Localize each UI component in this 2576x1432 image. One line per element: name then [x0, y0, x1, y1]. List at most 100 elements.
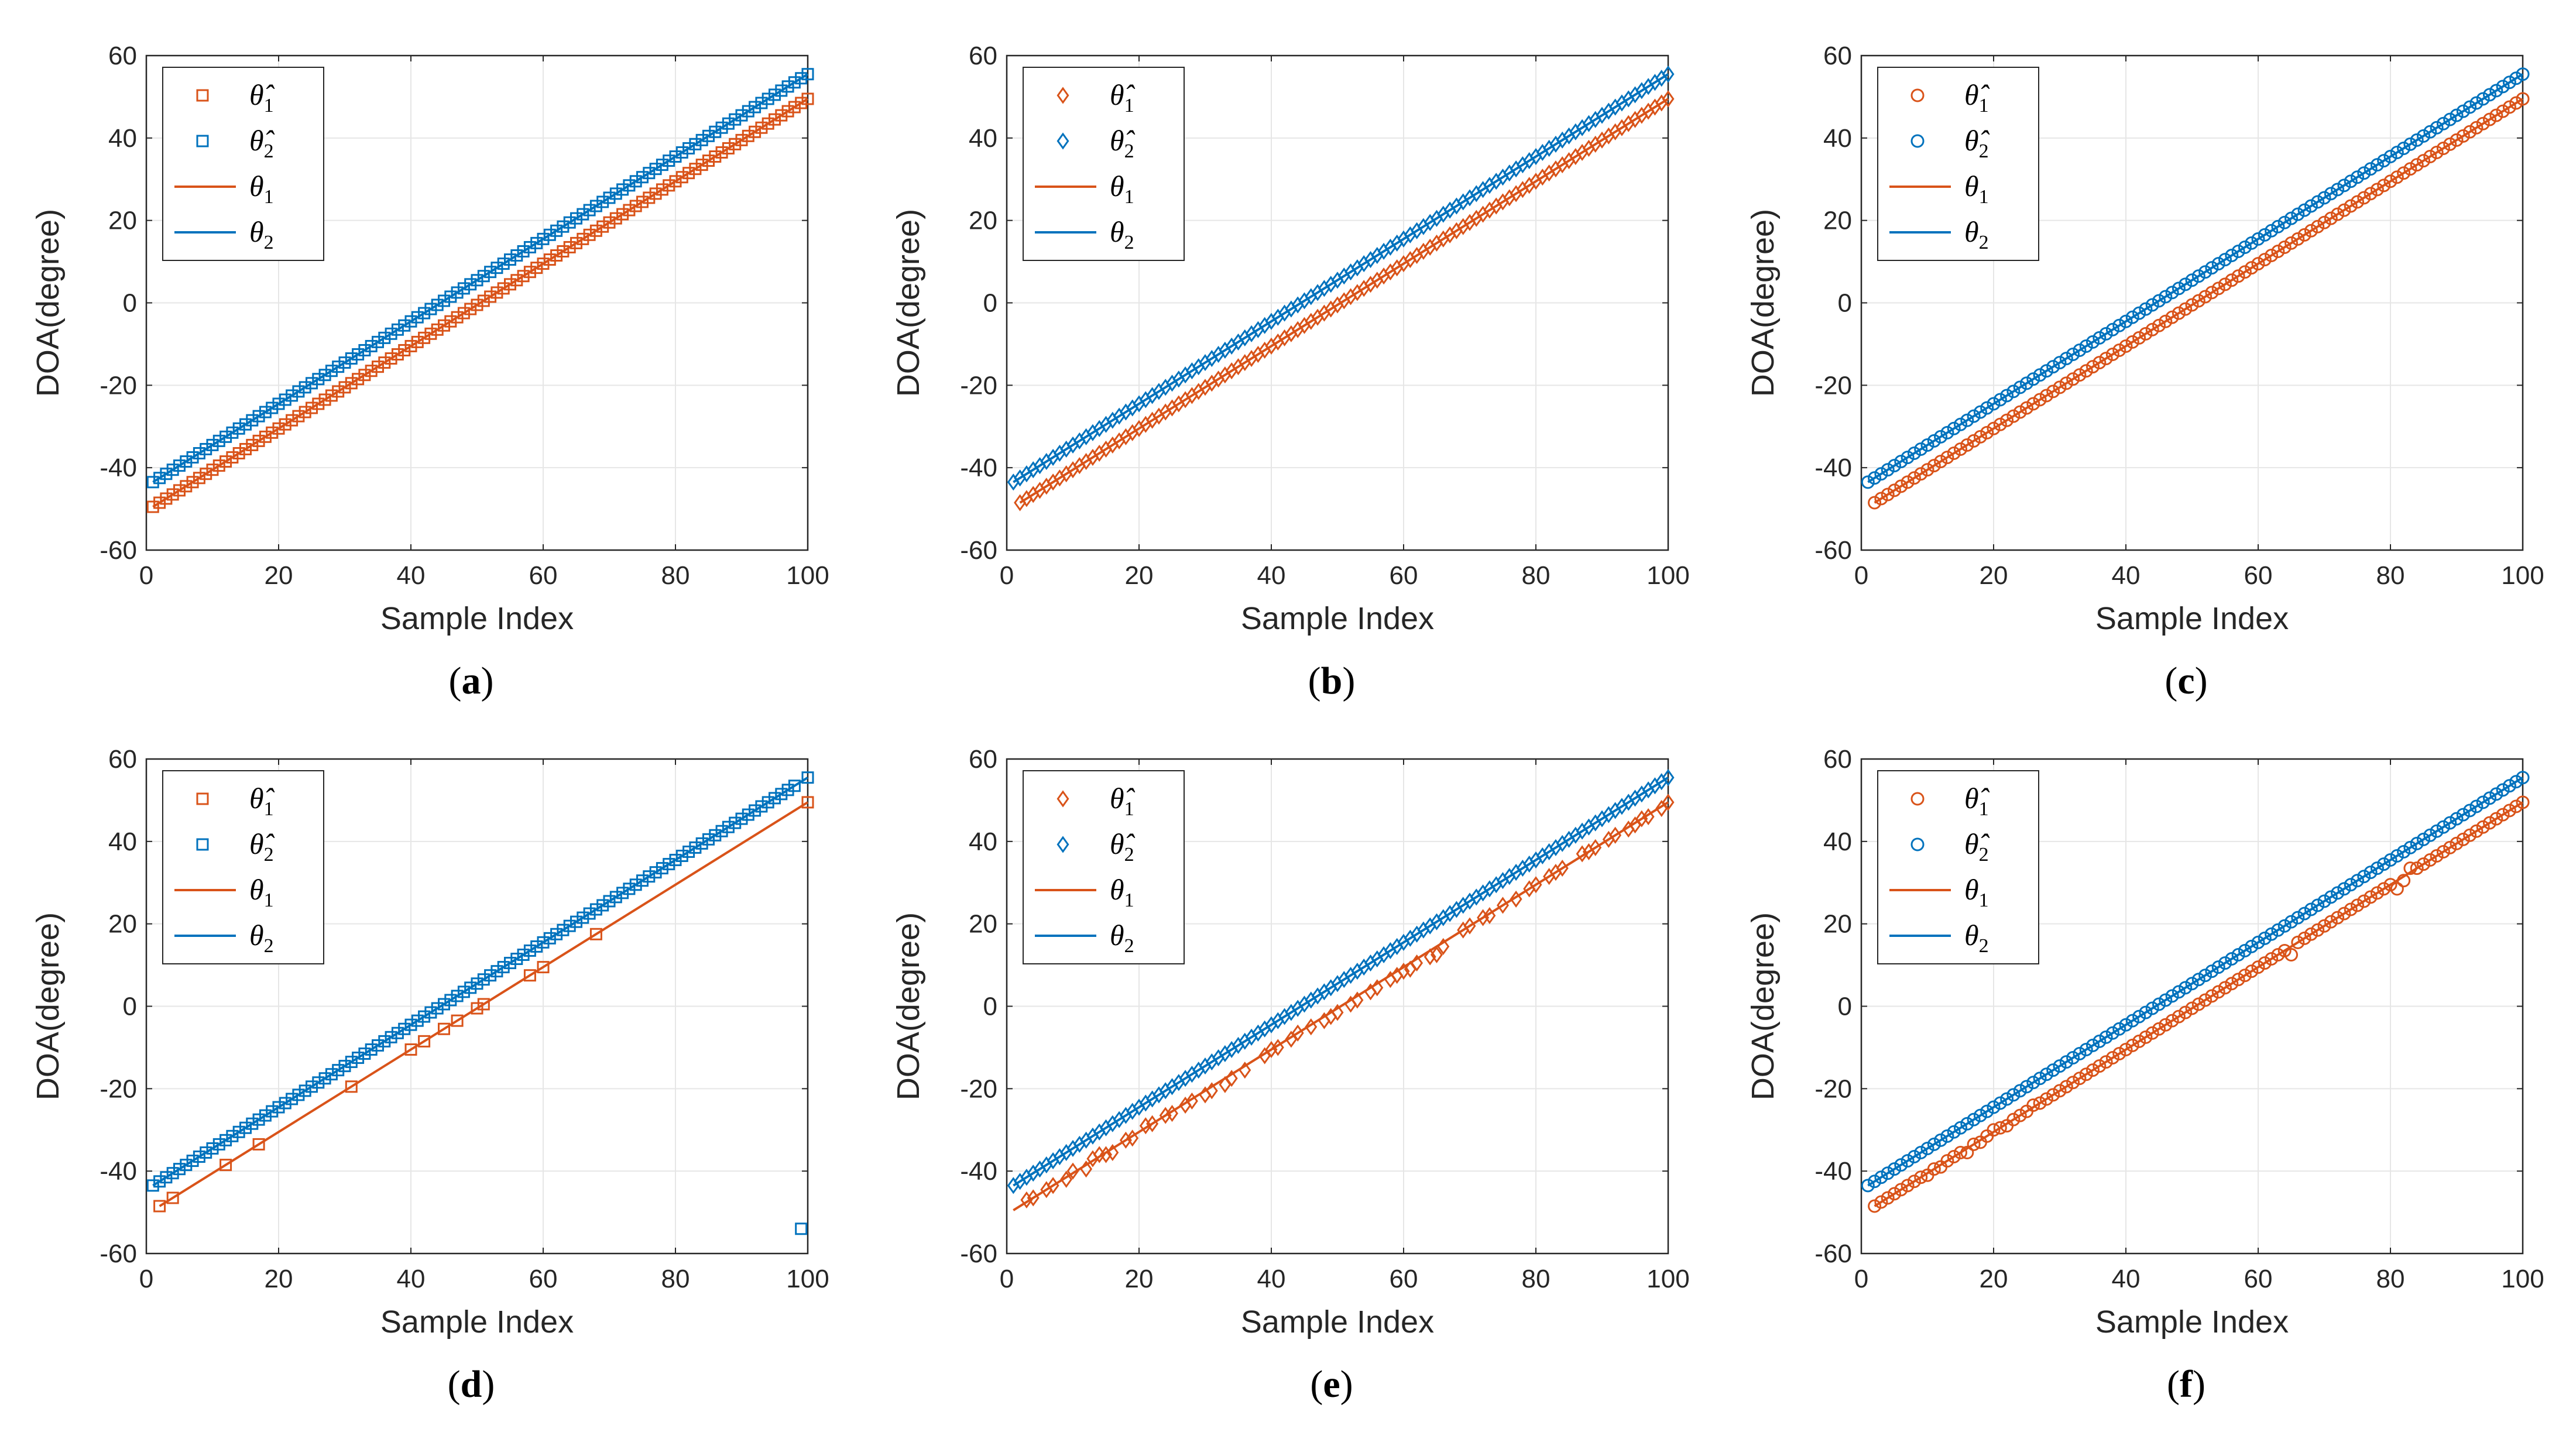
data-point-theta2	[239, 418, 252, 431]
data-point-theta2	[146, 476, 159, 489]
data-point-theta2	[2436, 820, 2450, 834]
data-point-theta2	[1960, 413, 1974, 427]
data-point-theta1	[2311, 923, 2325, 937]
data-point-theta1	[404, 339, 417, 352]
data-point-theta1	[484, 290, 497, 303]
data-point-theta1	[2297, 228, 2311, 242]
data-point-theta2	[2073, 343, 2087, 357]
data-point-theta2	[2469, 799, 2484, 813]
data-point-theta1	[795, 97, 808, 109]
data-point-theta1	[702, 154, 715, 167]
data-point-theta1	[259, 430, 272, 443]
data-point-theta2	[589, 200, 602, 212]
data-point-theta1	[1874, 1195, 1888, 1209]
data-point-theta1	[2218, 277, 2232, 291]
data-point-theta1	[2039, 1092, 2053, 1106]
data-point-theta2	[2476, 92, 2490, 106]
legend-marker-theta1	[1057, 790, 1069, 808]
legend-label-line-theta1: θ1	[1964, 170, 1989, 208]
data-point-theta2	[643, 870, 656, 883]
data-point-theta2	[2191, 973, 2205, 987]
data-point-theta2	[2145, 1001, 2159, 1015]
data-point-theta1	[2112, 1046, 2126, 1060]
data-point-theta2	[2502, 779, 2516, 793]
data-point-theta2	[2139, 1005, 2153, 1019]
data-point-theta2	[358, 1047, 371, 1060]
data-point-theta2	[669, 854, 682, 867]
data-point-theta1	[1954, 1145, 1967, 1159]
data-point-theta2	[226, 426, 239, 439]
data-point-theta1	[438, 319, 450, 332]
data-point-theta1	[656, 183, 668, 196]
data-point-theta1	[504, 278, 516, 291]
data-point-theta2	[1987, 397, 2001, 411]
data-point-theta1	[2066, 372, 2080, 386]
data-point-theta2	[715, 825, 728, 837]
data-point-theta1	[2297, 931, 2311, 945]
data-point-theta1	[2112, 343, 2126, 357]
panel-caption: (a)	[449, 660, 494, 702]
data-point-theta2	[2205, 261, 2219, 275]
legend-label-line-theta2: θ2	[1110, 919, 1134, 957]
data-point-theta1	[2390, 170, 2404, 184]
data-point-theta2	[332, 360, 345, 373]
data-point-theta2	[682, 845, 695, 858]
data-point-theta2	[781, 80, 794, 93]
data-point-theta2	[2026, 372, 2040, 386]
data-point-theta1	[1066, 1162, 1079, 1180]
data-point-theta2	[2172, 985, 2186, 999]
legend-label-marker-theta1: θ̂1	[1964, 782, 1990, 820]
data-point-theta2	[2509, 71, 2523, 85]
data-point-theta2	[2450, 812, 2464, 826]
y-tick-label: 60	[1823, 745, 1852, 774]
data-point-theta2	[272, 397, 285, 410]
data-point-theta1	[2291, 935, 2305, 949]
data-point-theta2	[378, 1035, 391, 1048]
x-tick-label: 20	[1125, 1265, 1154, 1293]
data-point-theta2	[2231, 947, 2245, 961]
data-point-theta2	[537, 232, 550, 245]
data-point-theta2	[1920, 438, 1934, 452]
data-point-theta2	[801, 68, 814, 81]
data-point-theta2	[769, 792, 781, 805]
data-point-theta2	[212, 1138, 225, 1151]
data-point-theta2	[530, 236, 543, 249]
legend-box	[1877, 770, 2039, 964]
axes-box	[1860, 54, 2524, 551]
data-point-theta1	[1060, 1170, 1073, 1188]
data-point-theta1	[193, 472, 205, 485]
data-point-theta2	[292, 1088, 305, 1101]
data-point-theta1	[358, 369, 371, 382]
legend-box	[1877, 67, 2039, 261]
data-point-theta1	[762, 117, 774, 130]
data-point-theta1	[2430, 145, 2444, 159]
data-point-theta2	[484, 266, 497, 279]
data-point-theta1	[2245, 261, 2259, 275]
x-tick-label: 60	[529, 1265, 558, 1293]
data-point-theta2	[1947, 421, 1961, 435]
data-point-theta2	[312, 1076, 325, 1089]
legend-label-line-theta1: θ1	[1110, 873, 1134, 911]
data-point-theta2	[471, 977, 483, 990]
data-point-theta2	[246, 414, 259, 427]
data-point-theta2	[2377, 154, 2391, 168]
data-point-theta2	[431, 1002, 444, 1015]
data-point-theta2	[762, 796, 774, 809]
series-estimate-theta2	[146, 68, 814, 489]
data-point-theta1	[272, 422, 285, 435]
legend-label-marker-theta1: θ̂1	[249, 78, 275, 116]
data-point-theta1	[2245, 964, 2259, 978]
data-point-theta2	[2410, 836, 2424, 850]
data-point-theta2	[762, 92, 774, 105]
data-point-theta2	[2139, 302, 2153, 316]
data-point-theta1	[2211, 281, 2225, 296]
data-point-theta1	[471, 1002, 483, 1015]
data-point-theta2	[2105, 322, 2119, 336]
data-point-theta1	[2046, 1088, 2060, 1102]
data-point-theta1	[2099, 352, 2113, 366]
data-point-theta2	[2410, 133, 2424, 147]
data-point-theta1	[2390, 882, 2404, 896]
x-tick-label: 100	[1647, 1265, 1689, 1293]
data-point-theta2	[2509, 775, 2523, 789]
